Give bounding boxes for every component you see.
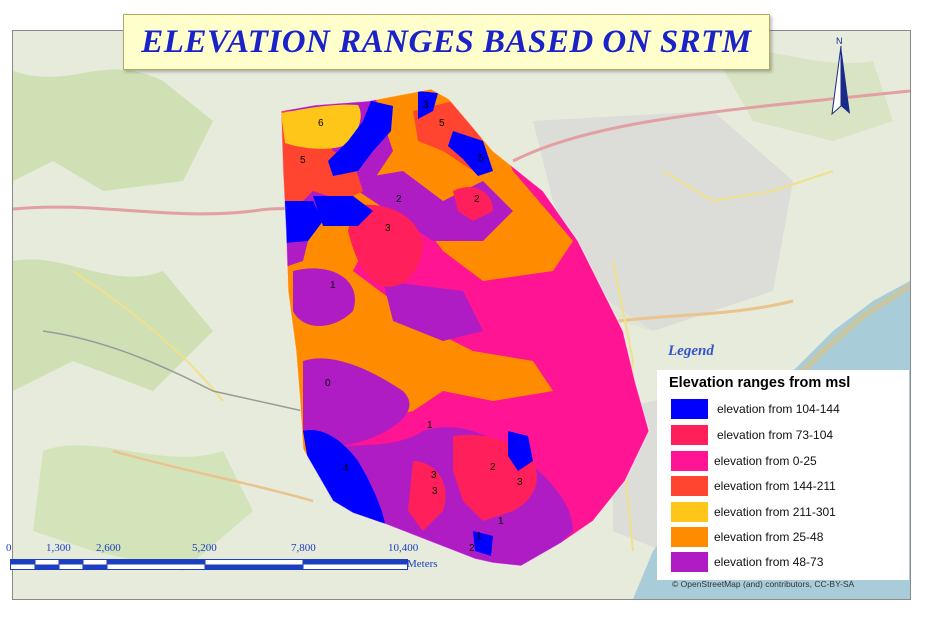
legend-item-label: elevation from 211-301 [714, 505, 836, 519]
legend-item-label: elevation from 73-104 [717, 428, 834, 442]
legend-swatch [671, 451, 708, 471]
legend-title: Elevation ranges from msl [669, 375, 851, 391]
scale-tick-label: 1,300 [46, 542, 71, 554]
legend-item: elevation from 104-144 [671, 399, 901, 421]
zone-label: 3 [431, 470, 437, 481]
legend-item-label: elevation from 48-73 [714, 555, 824, 569]
north-arrow-icon: N [831, 36, 850, 116]
legend-item: elevation from 0-25 [671, 451, 901, 473]
legend-item-label: elevation from 25-48 [714, 530, 824, 544]
legend-swatch [671, 552, 708, 572]
zone-label: 4 [343, 463, 349, 474]
legend-heading: Legend [668, 343, 714, 359]
legend-item: elevation from 211-301 [671, 502, 901, 524]
scale-tick-label: 0 [6, 542, 12, 554]
zone-label: 2 [490, 462, 496, 473]
zone-label: 5 [478, 153, 484, 164]
legend-item: elevation from 48-73 [671, 552, 901, 574]
legend-swatch [671, 502, 708, 522]
legend-item-label: elevation from 104-144 [717, 402, 840, 416]
legend-item: elevation from 73-104 [671, 425, 901, 447]
map-title: ELEVATION RANGES BASED ON SRTM [141, 23, 752, 60]
scale-bar: 0 1,300 2,600 5,200 7,800 10,400 [6, 542, 456, 576]
map-attribution: © OpenStreetMap (and) contributors, CC-B… [672, 579, 855, 589]
scale-bar-graphic [10, 559, 408, 570]
zone-label: 1 [476, 531, 482, 542]
legend-swatch [671, 527, 708, 547]
title-box: ELEVATION RANGES BASED ON SRTM [123, 14, 770, 70]
scale-tick-label: 5,200 [192, 542, 217, 554]
zone-label: 1 [330, 280, 336, 291]
legend-swatch [671, 476, 708, 496]
scale-tick-label: 10,400 [388, 542, 419, 554]
scale-tick-label: 7,800 [291, 542, 316, 554]
legend-swatch [671, 425, 708, 445]
zone-label: 2 [474, 194, 480, 205]
zone-label: 5 [300, 155, 306, 166]
zone-label: 2 [396, 194, 402, 205]
zone-label: 3 [385, 223, 391, 234]
legend-item-label: elevation from 144-211 [714, 479, 836, 493]
legend-item-label: elevation from 0-25 [714, 454, 817, 468]
zone-label: 6 [318, 118, 324, 129]
zone-label: 3 [432, 486, 438, 497]
zone-label: 3 [517, 477, 523, 488]
scale-units: Meters [407, 558, 438, 570]
north-letter: N [836, 36, 843, 46]
zone-label: 0 [325, 378, 331, 389]
zone-label: 5 [439, 118, 445, 129]
zone-label: 3 [423, 100, 429, 111]
legend-swatch [671, 399, 708, 419]
legend-item: elevation from 25-48 [671, 527, 901, 549]
zone-label: 1 [498, 516, 504, 527]
zone-label: 1 [427, 420, 433, 431]
scale-tick-label: 2,600 [96, 542, 121, 554]
zone-label: 2 [469, 543, 475, 554]
legend-item: elevation from 144-211 [671, 476, 901, 498]
